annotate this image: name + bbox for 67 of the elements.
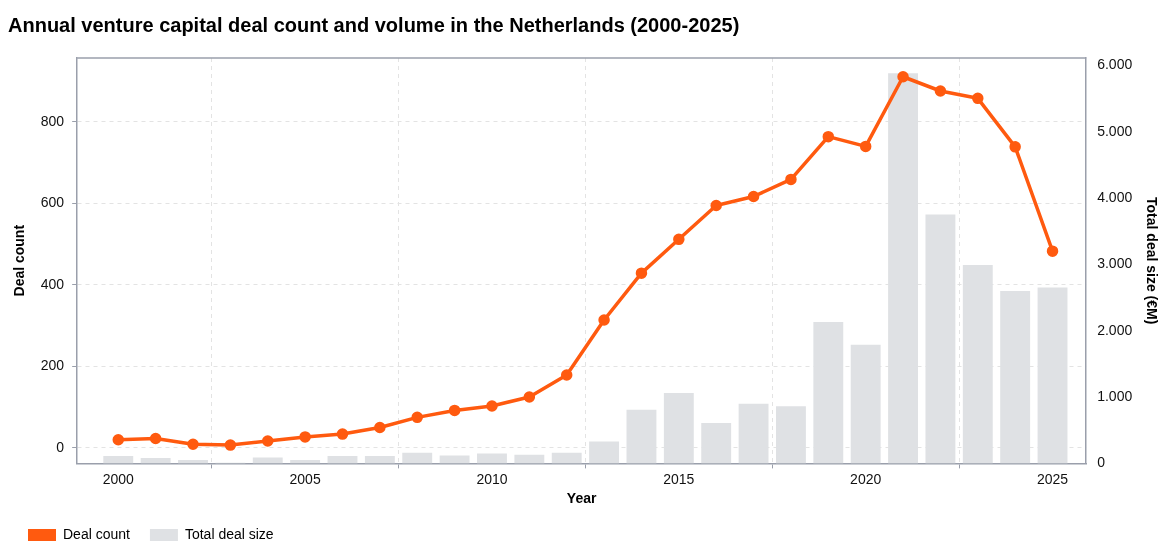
point [747, 190, 760, 203]
legend-label: Deal count [63, 525, 131, 542]
point [934, 85, 947, 97]
point [299, 431, 311, 443]
bar [327, 456, 358, 464]
bar [252, 457, 283, 464]
point [411, 411, 423, 424]
point [673, 233, 685, 246]
point [897, 70, 909, 83]
point [635, 267, 648, 279]
x-tick-label: 2005 [289, 470, 321, 487]
y2-tick-label: 4.000 [1097, 188, 1133, 205]
y2-tick-label: 5.000 [1097, 122, 1133, 139]
bar [551, 452, 582, 464]
point [785, 173, 797, 186]
y2-tick-label: 6.000 [1097, 56, 1133, 73]
point [822, 130, 835, 143]
x-tick-label: 2025 [1036, 470, 1069, 487]
point [1046, 245, 1059, 257]
bar [364, 456, 395, 464]
x-axis-title: Year [566, 490, 597, 507]
y-tick-label: 800 [40, 112, 65, 129]
x-tick-label: 2015 [663, 470, 695, 487]
y2-tick-label: 0 [1097, 454, 1106, 471]
point [523, 391, 536, 403]
point [859, 140, 872, 153]
y2-tick-label: 3.000 [1097, 255, 1133, 272]
y-tick-label: 400 [40, 275, 65, 292]
point [1009, 141, 1021, 153]
y-tick-label: 600 [40, 194, 65, 211]
y2-tick-label: 1.000 [1097, 387, 1133, 404]
bar [439, 455, 470, 464]
point [598, 314, 610, 326]
point [262, 435, 274, 447]
bar [290, 460, 321, 464]
y2-tick-label: 2.000 [1097, 321, 1133, 338]
legend-label: Total deal size [184, 525, 274, 542]
bar [140, 458, 171, 464]
x-tick-label: 2000 [102, 470, 135, 487]
point [710, 199, 722, 212]
bar [402, 452, 433, 464]
y-axis-title: Deal count [11, 224, 28, 297]
bar [813, 322, 844, 464]
x-tick-label: 2010 [476, 470, 508, 487]
bar [103, 456, 134, 464]
point [448, 404, 461, 417]
bar [514, 454, 545, 464]
point [374, 421, 386, 434]
point [149, 432, 162, 445]
y-tick-label: 200 [40, 357, 65, 374]
y2-axis-title: Total deal size (€M) [1143, 197, 1160, 325]
bar [1037, 287, 1068, 464]
bar [589, 441, 620, 464]
bar [178, 460, 208, 464]
point [224, 439, 237, 451]
bar [477, 453, 507, 464]
point [187, 438, 199, 450]
point [486, 400, 498, 412]
bar [925, 214, 956, 464]
chart-title: Annual venture capital deal count and volume in the Netherlands (2000-2025) [8, 13, 740, 36]
point [972, 92, 984, 105]
point [112, 434, 125, 446]
bar [701, 422, 732, 464]
y-tick-label: 0 [56, 438, 65, 455]
point [336, 428, 349, 440]
point [560, 369, 573, 381]
x-tick-label: 2020 [850, 470, 882, 487]
